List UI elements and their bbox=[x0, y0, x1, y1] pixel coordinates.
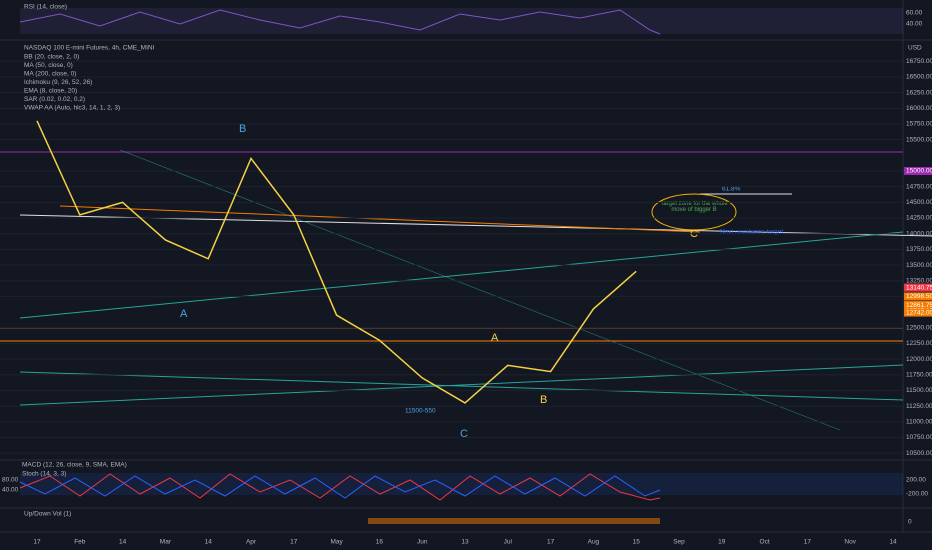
indicator-label: BB (20, close, 2, 0) bbox=[24, 54, 79, 61]
price-label: 15000.00 bbox=[906, 168, 932, 175]
channel-line bbox=[19, 364, 904, 406]
target-zone bbox=[651, 193, 737, 231]
y-tick-label: 11750.00 bbox=[906, 371, 932, 378]
price-label-bg bbox=[904, 292, 932, 301]
rsi-tick: 40.00 bbox=[906, 21, 923, 28]
macd-line bbox=[19, 473, 661, 501]
x-tick-label: Aug bbox=[588, 539, 600, 546]
x-tick-label: 17 bbox=[547, 539, 555, 546]
volume-bars bbox=[368, 518, 660, 524]
x-tick-label: 19 bbox=[718, 539, 726, 546]
price-line bbox=[36, 120, 637, 404]
channel-line bbox=[19, 371, 904, 401]
macd-tick: 200.00 bbox=[906, 477, 926, 484]
x-tick-label: 17 bbox=[290, 539, 298, 546]
y-tick-label: 16500.00 bbox=[906, 74, 932, 81]
chart-title: NASDAQ 100 E-mini Futures, 4h, CME_MINI bbox=[24, 45, 155, 52]
y-tick-label: 12000.00 bbox=[906, 356, 932, 363]
indicator-label: MA (50, close, 0) bbox=[24, 62, 73, 69]
x-tick-label: Feb bbox=[74, 539, 86, 546]
y-tick-label: 16750.00 bbox=[906, 58, 932, 65]
indicator-label: VWAP AA (Auto, hlc3, 14, 1, 2, 3) bbox=[24, 105, 120, 112]
channel-line bbox=[19, 231, 904, 319]
price-label: 12861.75 bbox=[906, 302, 932, 309]
indicator-label: EMA (8, close, 20) bbox=[24, 88, 77, 95]
currency: USD bbox=[908, 45, 922, 52]
price-label-bg bbox=[904, 308, 932, 317]
macd-tick: 40.00 bbox=[2, 487, 19, 494]
annotation: 11500-550 bbox=[405, 408, 436, 415]
x-tick-label: 14 bbox=[119, 539, 127, 546]
y-tick-label: 10500.00 bbox=[906, 450, 932, 457]
x-tick-label: Sep bbox=[673, 539, 685, 546]
indicator-label: Ichimoku (9, 26, 52, 26) bbox=[24, 79, 92, 86]
annotation: Target zone for the whole move of bigger… bbox=[660, 201, 728, 213]
price-label: 13140.75 bbox=[906, 284, 932, 291]
annotation: Next resistance target bbox=[720, 229, 783, 236]
y-tick-label: 13250.00 bbox=[906, 277, 932, 284]
y-tick-label: 12500.00 bbox=[906, 324, 932, 331]
volume-label: Up/Down Vol (1) bbox=[24, 511, 71, 518]
wave-label: B bbox=[239, 123, 246, 135]
y-tick-label: 14750.00 bbox=[906, 183, 932, 190]
wave-label: C bbox=[460, 428, 468, 440]
macd-tick: 80.00 bbox=[2, 477, 19, 484]
wave-label: A bbox=[180, 308, 188, 320]
x-tick-label: May bbox=[330, 539, 343, 546]
wave-label: A bbox=[491, 332, 499, 344]
indicator-label: SAR (0.02, 0.02, 0.2) bbox=[24, 96, 85, 103]
wave-label: B bbox=[540, 394, 547, 406]
signal-line bbox=[19, 475, 661, 499]
x-tick-label: 16 bbox=[376, 539, 384, 546]
y-tick-label: 14500.00 bbox=[906, 199, 932, 206]
x-tick-label: 17 bbox=[804, 539, 812, 546]
macd-tick: -200.00 bbox=[906, 491, 928, 498]
rsi-line bbox=[19, 9, 661, 35]
price-label-bg bbox=[904, 167, 932, 176]
channel-line bbox=[119, 149, 841, 431]
y-tick-label: 11250.00 bbox=[906, 403, 932, 410]
volume-tick: 0 bbox=[908, 519, 912, 526]
rsi-tick: 60.00 bbox=[906, 10, 923, 17]
y-tick-label: 16250.00 bbox=[906, 89, 932, 96]
y-tick-label: 11500.00 bbox=[906, 387, 932, 394]
x-tick-label: Nov bbox=[844, 539, 856, 546]
y-tick-label: 12250.00 bbox=[906, 340, 932, 347]
price-label: 12998.50 bbox=[906, 293, 932, 300]
y-tick-label: 14000.00 bbox=[906, 230, 932, 237]
rsi-band bbox=[20, 8, 903, 34]
price-label-bg bbox=[904, 301, 932, 310]
x-tick-label: 15 bbox=[633, 539, 641, 546]
x-tick-label: 13 bbox=[461, 539, 469, 546]
x-tick-label: Apr bbox=[246, 539, 257, 546]
y-tick-label: 16000.00 bbox=[906, 105, 932, 112]
x-tick-label: Jul bbox=[504, 539, 513, 546]
rsi-label: RSI (14, close) bbox=[24, 4, 67, 11]
stoch-label: Stoch (14, 3, 3) bbox=[22, 471, 66, 478]
trend-line bbox=[59, 205, 701, 233]
x-tick-label: 14 bbox=[889, 539, 897, 546]
annotation-box: Target zone for the whole move of bigger… bbox=[660, 201, 728, 213]
x-tick-label: Mar bbox=[160, 539, 172, 546]
y-tick-label: 15750.00 bbox=[906, 121, 932, 128]
macd-label: MACD (12, 26, close, 9, SMA, EMA) bbox=[22, 462, 127, 469]
x-tick-label: Oct bbox=[760, 539, 770, 546]
annotation: 61.8% bbox=[722, 186, 741, 193]
x-tick-label: Jun bbox=[417, 539, 428, 546]
y-tick-label: 13500.00 bbox=[906, 262, 932, 269]
x-tick-label: 14 bbox=[205, 539, 213, 546]
y-tick-label: 11000.00 bbox=[906, 418, 932, 425]
y-tick-label: 13750.00 bbox=[906, 246, 932, 253]
price-label-bg bbox=[904, 283, 932, 292]
y-tick-label: 10750.00 bbox=[906, 434, 932, 441]
price-label: 12742.00 bbox=[906, 309, 932, 316]
y-tick-label: 15500.00 bbox=[906, 136, 932, 143]
indicator-label: MA (200, close, 0) bbox=[24, 71, 76, 78]
x-tick-label: 17 bbox=[33, 539, 41, 546]
y-tick-label: 14250.00 bbox=[906, 215, 932, 222]
macd-band bbox=[20, 473, 903, 495]
